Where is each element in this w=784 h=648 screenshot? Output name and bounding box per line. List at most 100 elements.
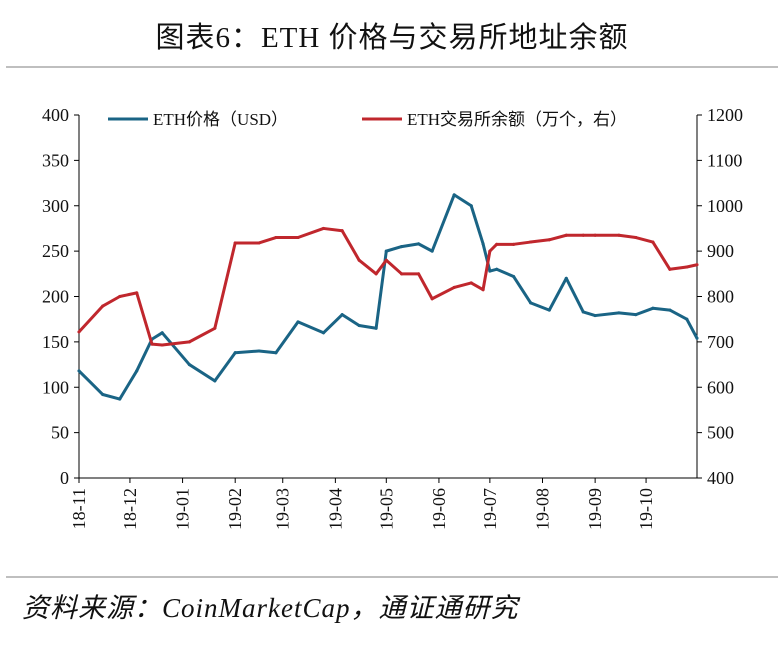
data-point: [469, 281, 473, 285]
data-point: [384, 258, 388, 262]
y-left-tick-label: 50: [51, 423, 69, 443]
data-point: [187, 340, 191, 344]
chart-title: 图表6：ETH 价格与交易所地址余额: [155, 22, 629, 54]
series-segment: [257, 349, 278, 355]
series-segment: [512, 240, 533, 246]
series-exchange-balance: [77, 226, 699, 347]
series-segment: [634, 236, 655, 244]
data-point: [617, 233, 621, 237]
series-segment: [417, 272, 434, 301]
data-point: [357, 258, 361, 262]
x-tick-label: 19-02: [225, 488, 245, 530]
x-tick-label: 19-03: [273, 488, 293, 530]
series-segment: [529, 238, 551, 244]
series-segment: [452, 281, 473, 289]
series-segment: [213, 351, 237, 383]
x-tick-label: 19-04: [325, 488, 345, 530]
data-point: [187, 363, 191, 367]
data-point: [417, 242, 421, 246]
data-point: [321, 226, 325, 230]
data-point: [617, 311, 621, 315]
y-left-tick-label: 350: [42, 150, 69, 170]
data-point: [101, 304, 105, 308]
data-point: [512, 242, 516, 246]
series-segment: [340, 313, 361, 328]
data-point: [160, 331, 164, 335]
data-point: [77, 330, 81, 334]
series-segment: [150, 342, 164, 347]
data-point: [340, 313, 344, 317]
series-segment: [685, 317, 699, 340]
series-segment: [529, 301, 551, 312]
series-segment: [430, 285, 456, 301]
x-tick-label: 18-11: [69, 488, 89, 529]
series-segment: [150, 331, 164, 341]
series-segment: [617, 233, 638, 240]
data-point: [529, 240, 533, 244]
data-point: [374, 326, 378, 330]
series-segment: [296, 320, 325, 335]
y-right-tick-label: 600: [707, 377, 734, 397]
legend-balance-label: ETH交易所余额（万个，右）: [407, 110, 627, 129]
x-tick-label: 19-05: [376, 488, 396, 530]
data-point: [296, 320, 300, 324]
top-divider: [6, 66, 778, 68]
y-right-tick-label: 1100: [707, 150, 742, 170]
y-left-tick-label: 0: [60, 468, 69, 488]
series-segment: [547, 276, 568, 312]
x-tick-label: 19-09: [585, 488, 605, 530]
data-point: [257, 241, 261, 245]
data-point: [274, 236, 278, 240]
data-point: [118, 295, 122, 298]
data-point: [400, 272, 404, 276]
series-segment: [651, 306, 672, 312]
data-point: [685, 265, 689, 269]
series-segment: [187, 363, 217, 383]
series-segment: [481, 249, 492, 292]
source-note: 资料来源：CoinMarketCap，通证通研究: [22, 593, 519, 623]
series-segment: [547, 233, 568, 242]
data-point: [296, 236, 300, 240]
data-point: [118, 397, 122, 401]
x-tick-label: 19-08: [533, 488, 553, 530]
data-point: [150, 342, 154, 346]
data-point: [495, 267, 499, 271]
series-segment: [321, 226, 344, 233]
data-point: [581, 233, 585, 237]
series-segment: [357, 324, 378, 330]
data-point: [668, 308, 672, 312]
data-point: [135, 369, 139, 373]
series-segment: [101, 295, 122, 308]
eth-chart: 0 50 100 150 200 250 300 350 400 400 500 600 700 800 9…: [42, 105, 743, 530]
bottom-divider: [6, 576, 778, 578]
x-tick-label: 19-06: [429, 488, 449, 530]
data-point: [321, 331, 325, 335]
data-point: [101, 393, 105, 397]
data-point: [685, 317, 689, 321]
series-segment: [417, 242, 434, 253]
data-point: [481, 288, 485, 292]
data-point: [695, 263, 699, 267]
data-point: [274, 351, 278, 355]
y-right-tick-label: 1200: [707, 105, 743, 125]
data-point: [651, 240, 655, 244]
series-segment: [135, 291, 154, 346]
data-point: [417, 272, 421, 276]
series-segment: [374, 258, 388, 276]
data-point: [634, 313, 638, 317]
x-tick-label: 19-07: [480, 488, 500, 530]
y-left-tick-label: 200: [42, 287, 69, 307]
series-segment: [321, 313, 344, 335]
series-segment: [296, 226, 325, 240]
data-point: [581, 310, 585, 314]
series-segment: [187, 326, 217, 344]
series-segment: [118, 291, 139, 298]
series-segment: [233, 349, 261, 355]
x-tick-label: 19-10: [636, 488, 656, 530]
y-left-tick-label: 100: [42, 377, 69, 397]
series-segment: [101, 393, 122, 401]
data-point: [430, 297, 434, 301]
data-point: [488, 269, 492, 273]
series-segment: [593, 311, 621, 318]
series-segment: [668, 308, 689, 321]
